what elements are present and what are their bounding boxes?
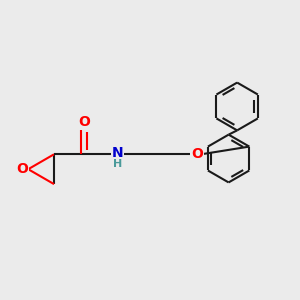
- Text: O: O: [16, 162, 28, 176]
- Text: H: H: [112, 159, 122, 169]
- Text: O: O: [191, 147, 203, 161]
- Text: O: O: [78, 115, 90, 129]
- Text: N: N: [111, 146, 123, 161]
